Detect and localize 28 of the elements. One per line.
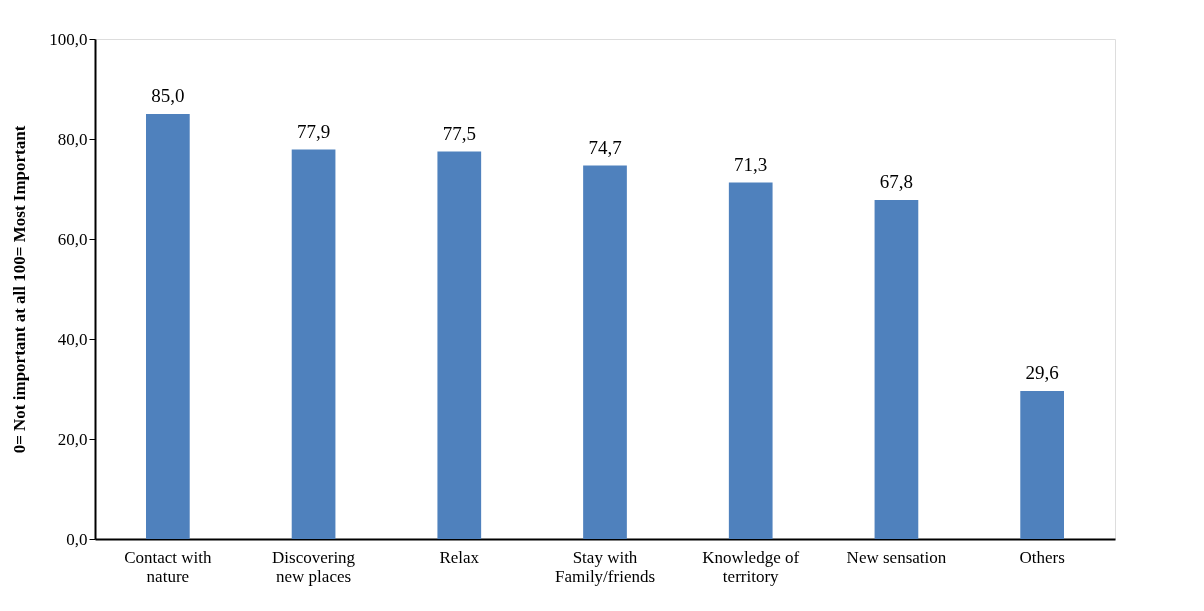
data-label: 85,0	[151, 85, 185, 106]
y-tick-label: 80,0	[57, 129, 88, 149]
x-tick-label: New sensation	[846, 547, 947, 567]
bar	[146, 114, 190, 539]
y-tick-label: 40,0	[57, 329, 88, 349]
bar	[1020, 391, 1064, 539]
x-tick-label: Contact with nature	[124, 547, 213, 586]
bar	[437, 151, 482, 539]
y-tick-label: 0,0	[66, 529, 88, 549]
x-tick-label: Stay with Family/friends	[554, 547, 656, 586]
data-label: 71,3	[734, 153, 768, 175]
x-tick-label: Knowledge of territory	[702, 547, 800, 586]
x-tick-label: Discovering new places	[272, 547, 356, 586]
y-tick-label: 20,0	[57, 429, 88, 449]
bar	[728, 182, 773, 539]
y-tick-label: 60,0	[57, 229, 88, 249]
x-tick-label: Others	[1019, 547, 1065, 567]
data-label: 74,7	[588, 136, 622, 158]
x-tick-label: Relax	[439, 547, 480, 567]
y-axis-title: 0= Not important at all 100= Most Important	[10, 125, 30, 454]
data-label: 77,5	[442, 122, 476, 144]
data-label: 67,8	[879, 171, 914, 192]
bar	[291, 149, 336, 539]
data-label: 77,9	[296, 120, 331, 142]
bar	[583, 165, 627, 539]
bar	[874, 200, 919, 539]
y-tick-label: 100,0	[49, 29, 88, 49]
data-label: 29,6	[1025, 362, 1059, 383]
